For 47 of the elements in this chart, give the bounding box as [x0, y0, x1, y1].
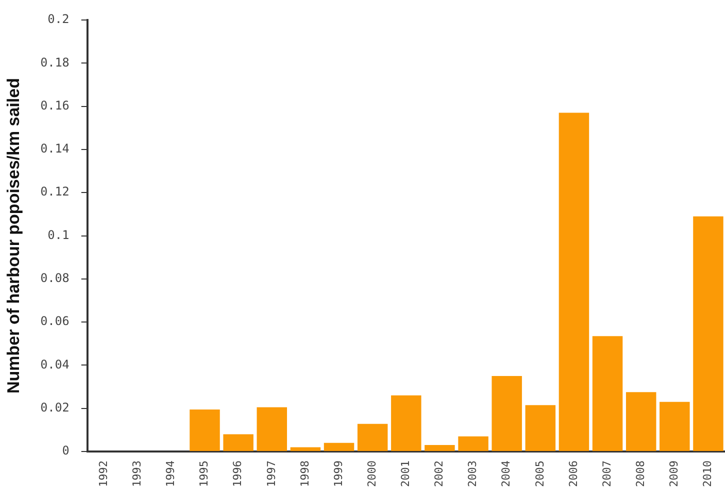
- y-tick-label: 0.2: [48, 12, 70, 26]
- x-tick-label: 2005: [533, 460, 546, 488]
- y-tick-label: 0.12: [40, 184, 70, 199]
- y-tick-label: 0.18: [40, 55, 70, 70]
- bar: [290, 447, 321, 452]
- y-tick-label: 0.06: [40, 314, 70, 328]
- x-tick-label: 1996: [231, 460, 244, 488]
- y-tick-label: 0.08: [40, 271, 70, 286]
- bar: [324, 442, 354, 452]
- x-tick-label: 2006: [566, 460, 580, 488]
- bar: [592, 336, 623, 452]
- x-tick-label: 1995: [198, 460, 211, 488]
- bar: [558, 112, 590, 452]
- y-tick-label: 0.16: [40, 98, 70, 112]
- y-tick-label: 0.02: [40, 400, 70, 414]
- bar: [357, 424, 388, 452]
- y-axis-title: Number of harbour popoises/km sailed: [4, 78, 23, 394]
- x-tick-label: 1992: [96, 460, 110, 488]
- bar: [492, 376, 522, 452]
- bar: [256, 407, 287, 452]
- x-tick-label: 2010: [701, 460, 714, 488]
- x-tick-label: 2004: [500, 460, 513, 488]
- bar: [190, 409, 220, 452]
- bar: [391, 395, 422, 452]
- x-tick-label: 1998: [298, 460, 312, 488]
- bar: [458, 436, 488, 452]
- x-tick-label: 2002: [432, 460, 446, 488]
- bar: [223, 434, 254, 452]
- x-tick-label: 2008: [634, 460, 647, 488]
- bar: [525, 405, 556, 452]
- y-tick-label: 0.04: [40, 357, 70, 372]
- x-tick-label: 1994: [164, 460, 178, 488]
- x-tick-label: 2009: [668, 460, 681, 488]
- x-tick-label: 2001: [399, 460, 412, 488]
- bar: [626, 392, 656, 452]
- x-tick-label: 2000: [365, 460, 378, 488]
- x-tick-label: 1999: [332, 460, 345, 488]
- y-tick-label: 0.14: [40, 142, 70, 156]
- bar: [693, 216, 724, 452]
- y-tick-label: 0.1: [48, 228, 70, 242]
- x-tick-label: 2003: [466, 460, 480, 488]
- x-tick-label: 1997: [264, 460, 278, 488]
- y-tick-label: 0: [62, 444, 70, 458]
- x-tick-label: 2007: [600, 460, 614, 488]
- bar: [424, 445, 455, 452]
- x-tick-label: 1993: [130, 460, 144, 488]
- bar: [660, 402, 690, 452]
